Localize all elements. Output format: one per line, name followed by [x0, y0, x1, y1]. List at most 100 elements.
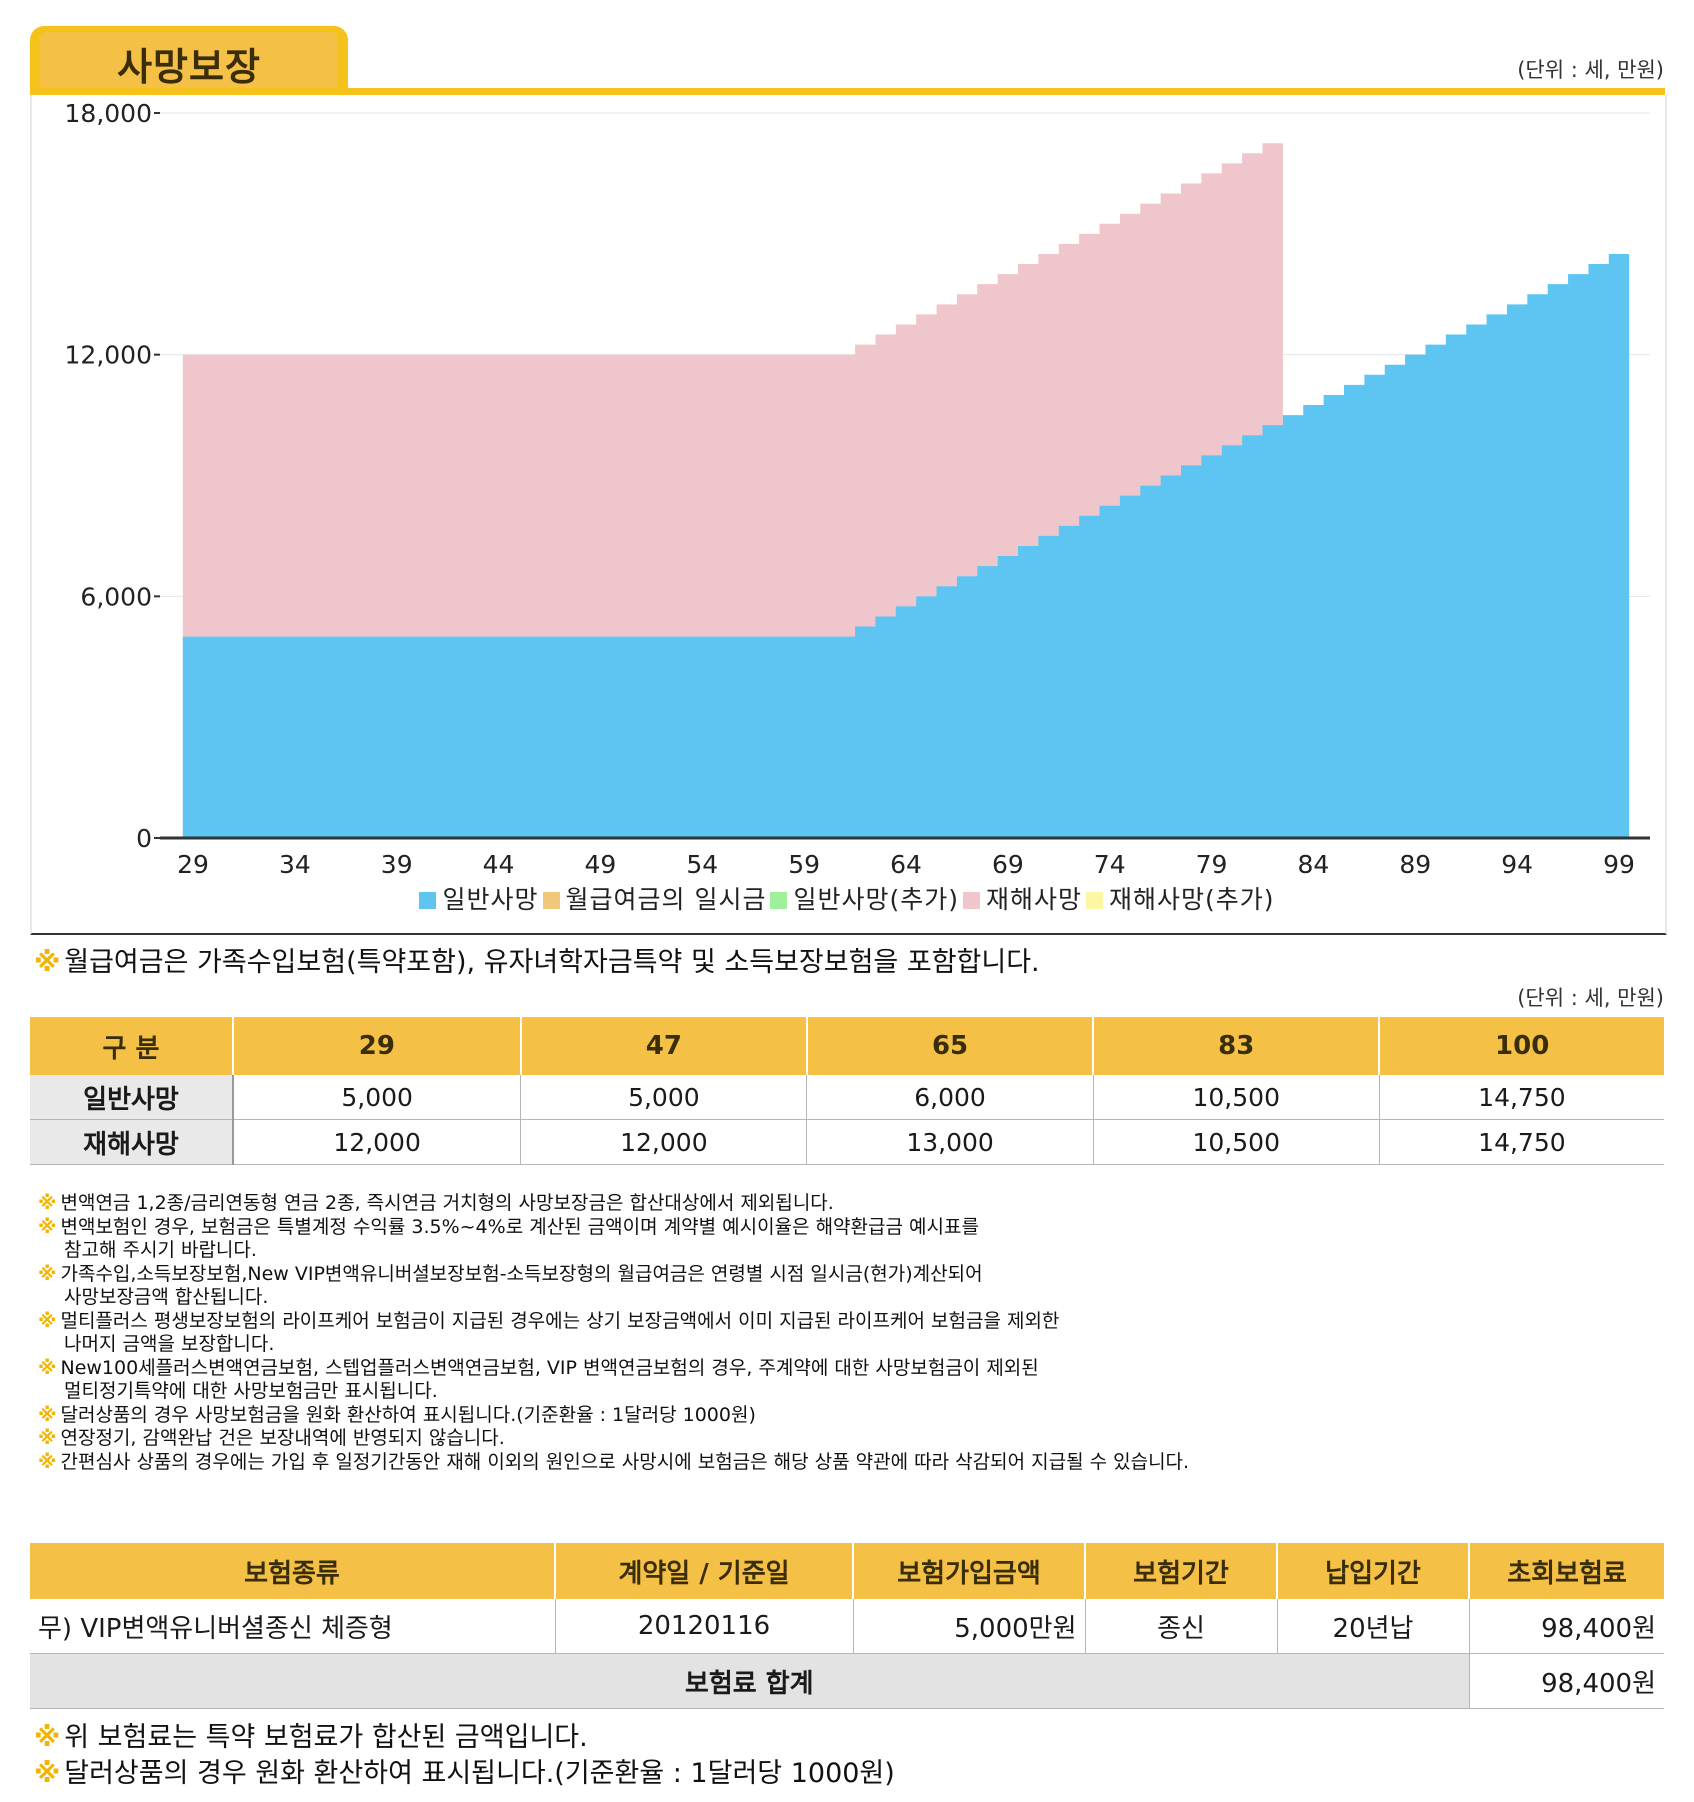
section-tab: 사망보장 — [30, 26, 348, 89]
note-mark: ※ — [34, 947, 61, 978]
note-mark: ※ — [38, 1309, 57, 1332]
legend-item: 월급여금의 일시금 — [542, 880, 767, 916]
footnote-item: ※ 멀티플러스 평생보장보험의 라이프케어 보험금이 지급된 경우에는 상기 보장… — [38, 1310, 1189, 1357]
note-mark: ※ — [38, 1450, 57, 1473]
table-cell: 5,000 — [520, 1075, 808, 1120]
x-tick-label: 99 — [1603, 850, 1635, 879]
note-mark: ※ — [38, 1427, 57, 1449]
footnote-text: 연장정기, 감액완납 건은 보장내역에 반영되지 않습니다. — [60, 1427, 505, 1449]
table-cell: 5,000 — [233, 1075, 522, 1120]
table-cell: 13,000 — [806, 1119, 1094, 1165]
insurance-period: 종신 — [1085, 1599, 1278, 1654]
summary-header-age: 100 — [1379, 1017, 1664, 1075]
table-cell: 10,500 — [1093, 1119, 1380, 1165]
footnote-item: ※ 연장정기, 감액완납 건은 보장내역에 반영되지 않습니다. — [38, 1427, 1189, 1451]
note-mark: ※ — [38, 1356, 57, 1379]
x-tick-label: 34 — [279, 850, 311, 879]
footnote-text-continued: 멀티정기특약에 대한 사망보험금만 표시됩니다. — [64, 1380, 438, 1402]
x-tick-label: 74 — [1094, 850, 1126, 879]
footnote-item: ※ 변액연금 1,2종/금리연동형 연금 2종, 즉시연금 거치형의 사망보장금은… — [38, 1192, 1189, 1216]
summary-header-age: 29 — [233, 1017, 522, 1075]
footnote-item: ※ 가족수입,소득보장보험,New VIP변액유니버셜보장보험-소득보장형의 월급… — [38, 1263, 1189, 1310]
bottom-note-text: 위 보험료는 특약 보험료가 합산된 금액입니다. — [64, 1722, 588, 1753]
footnote-text: New100세플러스변액연금보험, 스텝업플러스변액연금보험, VIP 변액연금… — [60, 1356, 1039, 1379]
legend-item: 일반사망 — [419, 880, 538, 916]
contract-date: 20120116 — [555, 1599, 854, 1654]
note-mark: ※ — [38, 1215, 57, 1238]
bottom-note-text: 달러상품의 경우 원화 환산하여 표시됩니다.(기준환율 : 1달러당 1000… — [64, 1758, 895, 1789]
summary-header-age: 83 — [1093, 1017, 1381, 1075]
note-mark: ※ — [34, 1758, 61, 1789]
bottom-note: ※ 위 보험료는 특약 보험료가 합산된 금액입니다. — [34, 1720, 895, 1756]
summary-header-age: 47 — [520, 1017, 808, 1075]
bottom-note: ※ 달러상품의 경우 원화 환산하여 표시됩니다.(기준환율 : 1달러당 100… — [34, 1756, 895, 1792]
footnote-text: 멀티플러스 평생보장보험의 라이프케어 보험금이 지급된 경우에는 상기 보장금… — [60, 1309, 1060, 1332]
summary-header-label: 구 분 — [30, 1017, 234, 1075]
unit-note-table: (단위 : 세, 만원) — [1517, 986, 1664, 1010]
legend-label: 일반사망 — [442, 885, 539, 914]
premium-total-label: 보험료 합계 — [30, 1653, 1470, 1709]
y-tick-label: 12,000 — [65, 341, 152, 370]
row-label: 일반사망 — [30, 1075, 234, 1120]
header-insurance-period: 보험기간 — [1085, 1543, 1278, 1599]
header-insurance-type: 보험종류 — [30, 1543, 556, 1599]
header-initial-premium: 초회보험료 — [1469, 1543, 1664, 1599]
footnote-text: 변액보험인 경우, 보험금은 특별계정 수익률 3.5%~4%로 계산된 금액이… — [60, 1215, 979, 1238]
x-tick-label: 89 — [1399, 850, 1431, 879]
legend-label: 일반사망(추가) — [793, 885, 959, 914]
x-tick-label: 84 — [1298, 850, 1330, 879]
chart-frame — [30, 95, 1667, 935]
initial-premium: 98,400원 — [1469, 1599, 1664, 1654]
footnote-text: 달러상품의 경우 사망보험금을 원화 환산하여 표시됩니다.(기준환율 : 1달… — [60, 1403, 756, 1426]
table-cell: 14,750 — [1379, 1075, 1664, 1120]
table-cell: 12,000 — [233, 1119, 522, 1165]
x-tick-label: 69 — [992, 850, 1024, 879]
legend-swatch — [962, 892, 980, 909]
table-cell: 12,000 — [520, 1119, 808, 1165]
note-mark: ※ — [38, 1192, 57, 1214]
product-table: 보험종류 계약일 / 기준일 보험가입금액 보험기간 납입기간 초회보험료 무)… — [30, 1543, 1664, 1709]
legend-swatch — [770, 892, 788, 909]
header-coverage-amount: 보험가입금액 — [853, 1543, 1086, 1599]
note-mark: ※ — [34, 1722, 61, 1753]
product-row: 무) VIP변액유니버셜종신 체증형 20120116 5,000만원 종신 2… — [30, 1599, 1664, 1654]
header-contract-date: 계약일 / 기준일 — [555, 1543, 854, 1599]
footnote-item: ※ 달러상품의 경우 사망보험금을 원화 환산하여 표시됩니다.(기준환율 : 1… — [38, 1404, 1189, 1428]
x-tick-label: 44 — [483, 850, 515, 879]
footnote-text-continued: 나머지 금액을 보장합니다. — [64, 1333, 275, 1355]
chart-legend: 일반사망 월급여금의 일시금 일반사망(추가) 재해사망 재해사망(추가) — [0, 880, 1694, 916]
table-row: 일반사망 5,000 5,000 6,000 10,500 14,750 — [30, 1075, 1664, 1120]
summary-header-row: 구 분 29 47 65 83 100 — [30, 1017, 1664, 1075]
coverage-amount: 5,000만원 — [853, 1599, 1086, 1654]
table-cell: 14,750 — [1379, 1119, 1664, 1165]
legend-swatch — [542, 892, 560, 909]
footnote-item: ※ New100세플러스변액연금보험, 스텝업플러스변액연금보험, VIP 변액연… — [38, 1357, 1189, 1404]
footnotes: ※ 변액연금 1,2종/금리연동형 연금 2종, 즉시연금 거치형의 사망보장금은… — [38, 1192, 1189, 1474]
note-mark: ※ — [38, 1403, 57, 1426]
area-series-0 — [182, 253, 1630, 839]
note-mark: ※ — [38, 1262, 57, 1285]
x-tick-label: 54 — [686, 850, 718, 879]
footnote-text: 가족수입,소득보장보험,New VIP변액유니버셜보장보험-소득보장형의 월급여… — [60, 1262, 983, 1285]
footnote-text-continued: 참고해 주시기 바랍니다. — [64, 1239, 257, 1261]
table-row: 재해사망 12,000 12,000 13,000 10,500 14,750 — [30, 1119, 1664, 1165]
bottom-notes: ※ 위 보험료는 특약 보험료가 합산된 금액입니다. ※ 달러상품의 경우 원화 … — [34, 1720, 895, 1792]
section-tab-inner: 사망보장 — [40, 32, 338, 89]
summary-table: 구 분 29 47 65 83 100 일반사망 5,000 5,000 6,0… — [30, 1017, 1664, 1165]
y-tick-label: 18,000 — [65, 99, 152, 128]
death-coverage-chart: 0 6,000 12,000 18,000 29 34 39 44 49 54 59 64 69 74 79… — [65, 99, 1650, 879]
x-tick-label: 64 — [890, 850, 922, 879]
legend-label: 월급여금의 일시금 — [565, 885, 767, 914]
table-cell: 10,500 — [1093, 1075, 1380, 1120]
insurance-type: 무) VIP변액유니버셜종신 체증형 — [30, 1599, 556, 1654]
legend-item: 일반사망(추가) — [770, 880, 959, 916]
footnote-text: 간편심사 상품의 경우에는 가입 후 일정기간동안 재해 이외의 원인으로 사망… — [60, 1450, 1190, 1473]
legend-label: 재해사망(추가) — [1108, 885, 1275, 914]
x-tick-label: 49 — [585, 850, 617, 879]
payment-period: 20년납 — [1277, 1599, 1470, 1654]
x-tick-label: 39 — [381, 850, 413, 879]
section-title: 사망보장 — [117, 45, 261, 89]
footnote-item: ※ 변액보험인 경우, 보험금은 특별계정 수익률 3.5%~4%로 계산된 금액… — [38, 1216, 1189, 1263]
header-bar — [30, 88, 1665, 95]
legend-item: 재해사망(추가) — [1085, 880, 1275, 916]
